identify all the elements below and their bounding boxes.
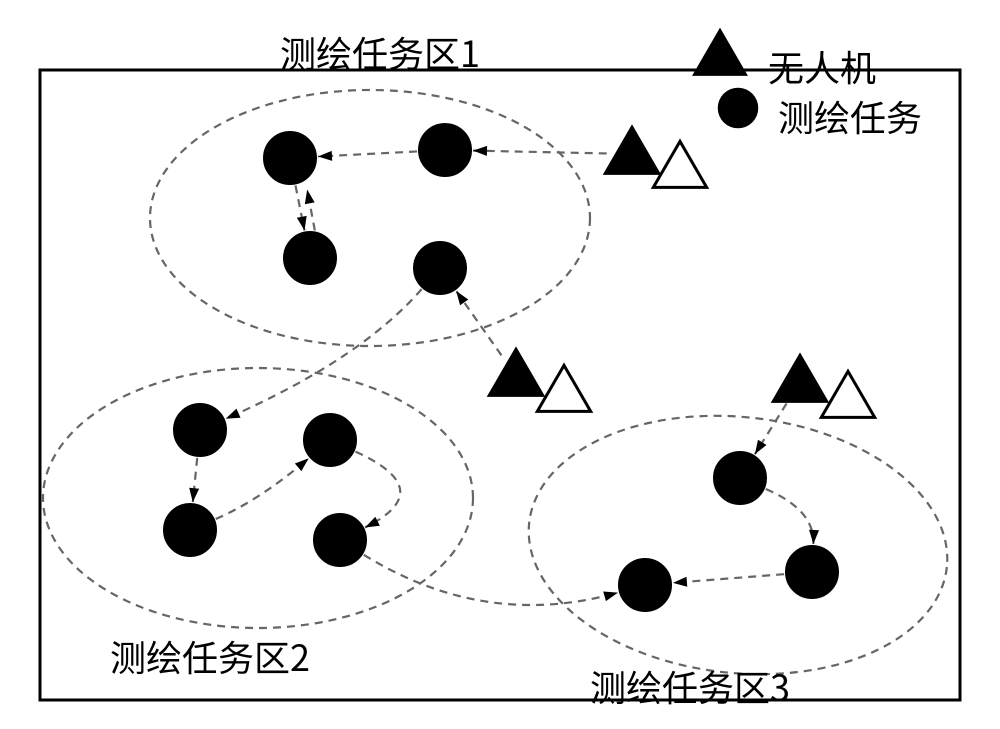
drone-d2_black [489,349,542,395]
zone3-title: 测绘任务区3 [590,660,790,712]
drone-d1_white [653,141,706,187]
drone-d3_white [821,371,874,417]
path-arrow-5 [226,289,422,419]
zone2-title: 测绘任务区2 [110,630,310,682]
path-arrow-2-head [297,216,307,231]
path-arrow-1 [318,151,417,156]
task-node-z1a [264,132,316,184]
path-arrow-12-head [673,577,687,587]
path-arrow-10-head [755,440,767,455]
path-arrow-9 [364,555,618,605]
path-arrow-9-head [603,592,618,602]
path-arrow-1-head [318,151,332,161]
path-arrow-4-head [456,291,468,305]
path-arrow-7 [216,458,309,519]
legend-circle-icon [718,88,759,129]
task-node-z1c [419,124,471,176]
legend-triangle-icon [695,31,746,75]
zone-ellipse-z1 [150,90,590,346]
path-arrow-3-head [305,190,315,205]
drone-d1_black [605,127,658,173]
path-arrow-0-head [473,146,487,156]
path-arrow-6-head [189,488,199,502]
task-node-z2c [304,414,356,466]
path-arrow-11-head [809,530,819,544]
zone1-title: 测绘任务区1 [280,26,480,78]
legend-drone-label: 无人机 [768,40,876,92]
task-node-z1b [284,232,336,284]
zone-ellipse-z3 [516,396,960,694]
task-node-z1d [414,242,466,294]
task-node-z2d [314,514,366,566]
task-node-z3a [714,452,766,504]
path-arrow-5-head [226,409,241,419]
path-arrow-12 [673,574,784,583]
diagram-stage: 测绘任务区1 测绘任务区2 测绘任务区3 无人机 测绘任务 [0,0,1000,729]
path-arrow-0 [473,151,607,154]
path-arrow-8 [355,452,400,528]
task-node-z2b [164,504,216,556]
task-node-z3b [619,559,671,611]
path-arrow-11 [766,489,814,544]
drone-d2_white [537,365,590,411]
legend-task-label: 测绘任务 [778,90,922,142]
zone-ellipse-z2 [43,368,473,628]
task-node-z3c [786,546,838,598]
task-node-z2a [174,404,226,456]
path-arrow-8-head [365,517,380,528]
path-arrow-7-head [295,458,309,471]
drone-d3_black [773,355,826,401]
